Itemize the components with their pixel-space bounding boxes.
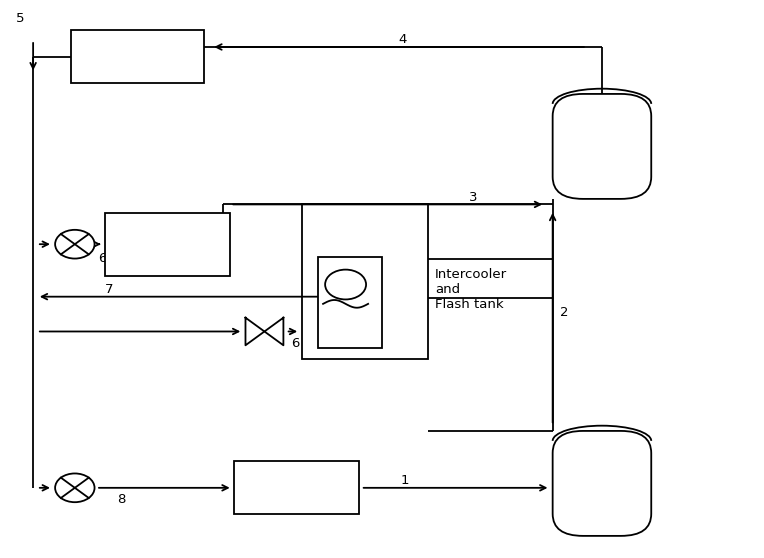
Text: 7: 7 — [105, 283, 113, 296]
Bar — [303, 204, 428, 359]
Text: 5: 5 — [15, 12, 24, 25]
Text: Low-stage
compressor: Low-stage compressor — [563, 469, 641, 497]
Text: Evaporator: Evaporator — [260, 481, 333, 494]
Text: 4: 4 — [399, 33, 407, 46]
Text: 6: 6 — [99, 252, 107, 264]
Circle shape — [55, 230, 95, 258]
Text: 3: 3 — [469, 191, 478, 204]
Bar — [318, 257, 382, 348]
Circle shape — [325, 270, 366, 300]
Circle shape — [55, 473, 95, 502]
Text: 1: 1 — [400, 474, 409, 487]
FancyBboxPatch shape — [552, 431, 651, 536]
Bar — [105, 213, 230, 276]
Text: 2: 2 — [560, 306, 568, 319]
Bar — [71, 30, 204, 83]
Text: 8: 8 — [118, 493, 125, 507]
Text: 6: 6 — [291, 337, 299, 350]
Text: Intercooler
and
Flash tank: Intercooler and Flash tank — [435, 268, 507, 311]
Text: Condenser: Condenser — [102, 50, 173, 63]
Bar — [234, 461, 359, 514]
Text: Intermediate
Evaporator: Intermediate Evaporator — [125, 230, 211, 258]
FancyBboxPatch shape — [552, 94, 651, 199]
Text: High-stage
compressor: High-stage compressor — [563, 132, 641, 160]
